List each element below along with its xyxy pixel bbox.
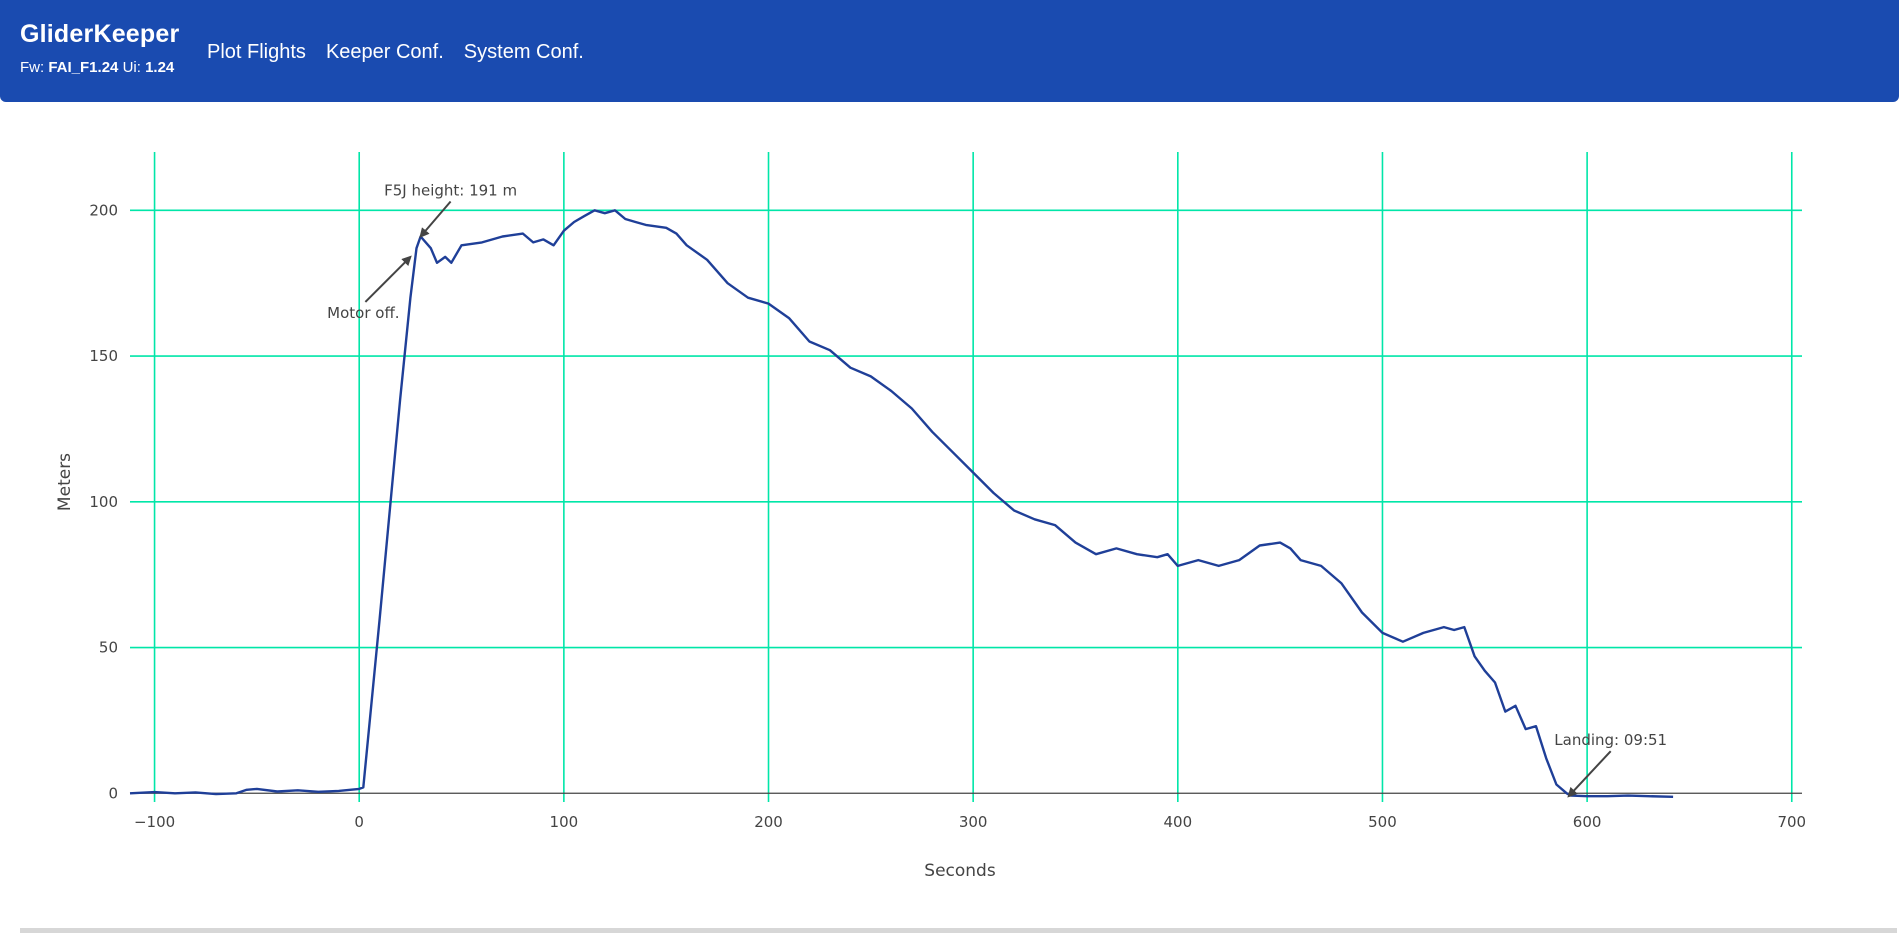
annotation-arrow [364,255,412,303]
y-tick-labels: 0 50 100 150 200 [89,201,118,802]
flight-plot[interactable]: −100 0 100 200 300 400 500 600 700 0 50 100 150 200 … [0,102,1901,922]
flight-height-chart[interactable]: −100 0 100 200 300 400 500 600 700 050100150200 … [0,102,1901,922]
series-group [129,209,1674,798]
x-tick-label: 600 [1573,813,1602,831]
x-tick-label: 300 [959,813,988,831]
y-tick-label: 50 [99,639,118,657]
x-tick-label: 400 [1163,813,1192,831]
x-axis-title: Seconds [924,861,996,881]
annotation-label: Motor off. [327,304,399,322]
y-tick-label: 200 [89,201,118,219]
y-tick-label: 150 [89,347,118,365]
top-navbar: GliderKeeper Fw: FAI_F1.24 Ui: 1.24 Plot… [0,0,1899,102]
nav-plot-flights[interactable]: Plot Flights [207,41,306,63]
y-axis-title: Meters [55,453,75,511]
fw-value: FAI_F1.24 [48,59,119,76]
x-tick-label: 200 [754,813,783,831]
x-tick-labels: −100 0 100 200 300 400 500 600 700 [134,813,1806,831]
horizontal-scrollbar[interactable] [20,928,1897,933]
ui-label: Ui: [122,59,141,76]
x-gridlines [153,152,1793,802]
annotations: F5J height: 191 m Motor off. Landing: 09:5… [327,182,1667,798]
annotation-arrow [1567,750,1612,798]
nav-system-conf[interactable]: System Conf. [463,41,584,63]
x-tick-label: 500 [1368,813,1397,831]
x-tick-label: 700 [1777,813,1806,831]
annotation-label: Landing: 09:51 [1554,731,1667,749]
nav-links: Plot Flights Keeper Conf. System Conf. [207,41,584,64]
version-info: Fw: FAI_F1.24 Ui: 1.24 [20,59,174,76]
y-tick-label: 0 [108,784,118,802]
x-tick-label: 0 [354,813,364,831]
nav-keeper-conf[interactable]: Keeper Conf. [325,41,444,63]
brand-title[interactable]: GliderKeeper [20,20,180,48]
y-gridlines [130,209,1802,649]
ui-value: 1.24 [145,59,175,76]
fw-label: Fw: [20,59,45,76]
series-line [129,209,1674,798]
x-tick-label: 100 [550,813,579,831]
x-tick-label: −100 [134,813,175,831]
annotation-label: F5J height: 191 m [384,182,517,200]
annotation-arrow [419,200,452,239]
y-tick-label: 100 [89,493,118,511]
